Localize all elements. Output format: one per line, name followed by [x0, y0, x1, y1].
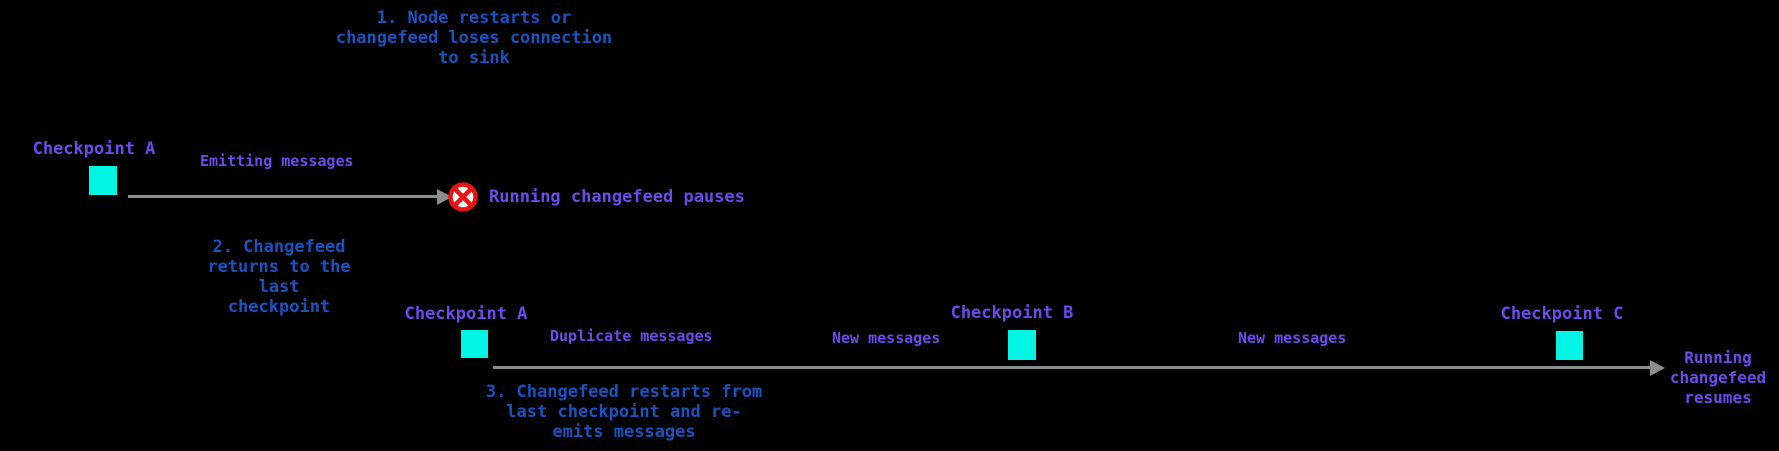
- checkpoint-c-marker: [1556, 331, 1583, 360]
- duplicate-messages-label: Duplicate messages: [550, 327, 713, 345]
- note-step3: 3. Changefeed restarts from last checkpo…: [485, 382, 763, 442]
- new-messages-label-2: New messages: [1238, 329, 1347, 347]
- timeline-bottom-line: [493, 366, 1651, 369]
- checkpoint-b-marker: [1008, 330, 1036, 360]
- checkpoint-a-label-bottom: Checkpoint A: [404, 304, 528, 324]
- circle-x-icon: [448, 182, 478, 216]
- timeline-top-line: [128, 195, 437, 198]
- checkpoint-b-label: Checkpoint B: [950, 303, 1074, 323]
- new-messages-label-1: New messages: [832, 329, 941, 347]
- note-step2: 2. Changefeed returns to the last checkp…: [207, 237, 351, 317]
- timeline-bottom-arrowhead: [1650, 360, 1665, 376]
- timeline-top-arrowhead: [437, 189, 452, 205]
- checkpoint-c-label: Checkpoint C: [1500, 304, 1624, 324]
- note-step1: 1. Node restarts or changefeed loses con…: [335, 8, 613, 68]
- checkpoint-a-label-top: Checkpoint A: [32, 139, 156, 159]
- checkpoint-a-marker-bottom: [461, 330, 488, 358]
- running-changefeed-pauses-label: Running changefeed pauses: [489, 187, 745, 207]
- running-changefeed-resumes-label: Running changefeed resumes: [1669, 348, 1767, 407]
- checkpoint-a-marker-top: [89, 166, 117, 195]
- emitting-messages-label: Emitting messages: [200, 152, 354, 170]
